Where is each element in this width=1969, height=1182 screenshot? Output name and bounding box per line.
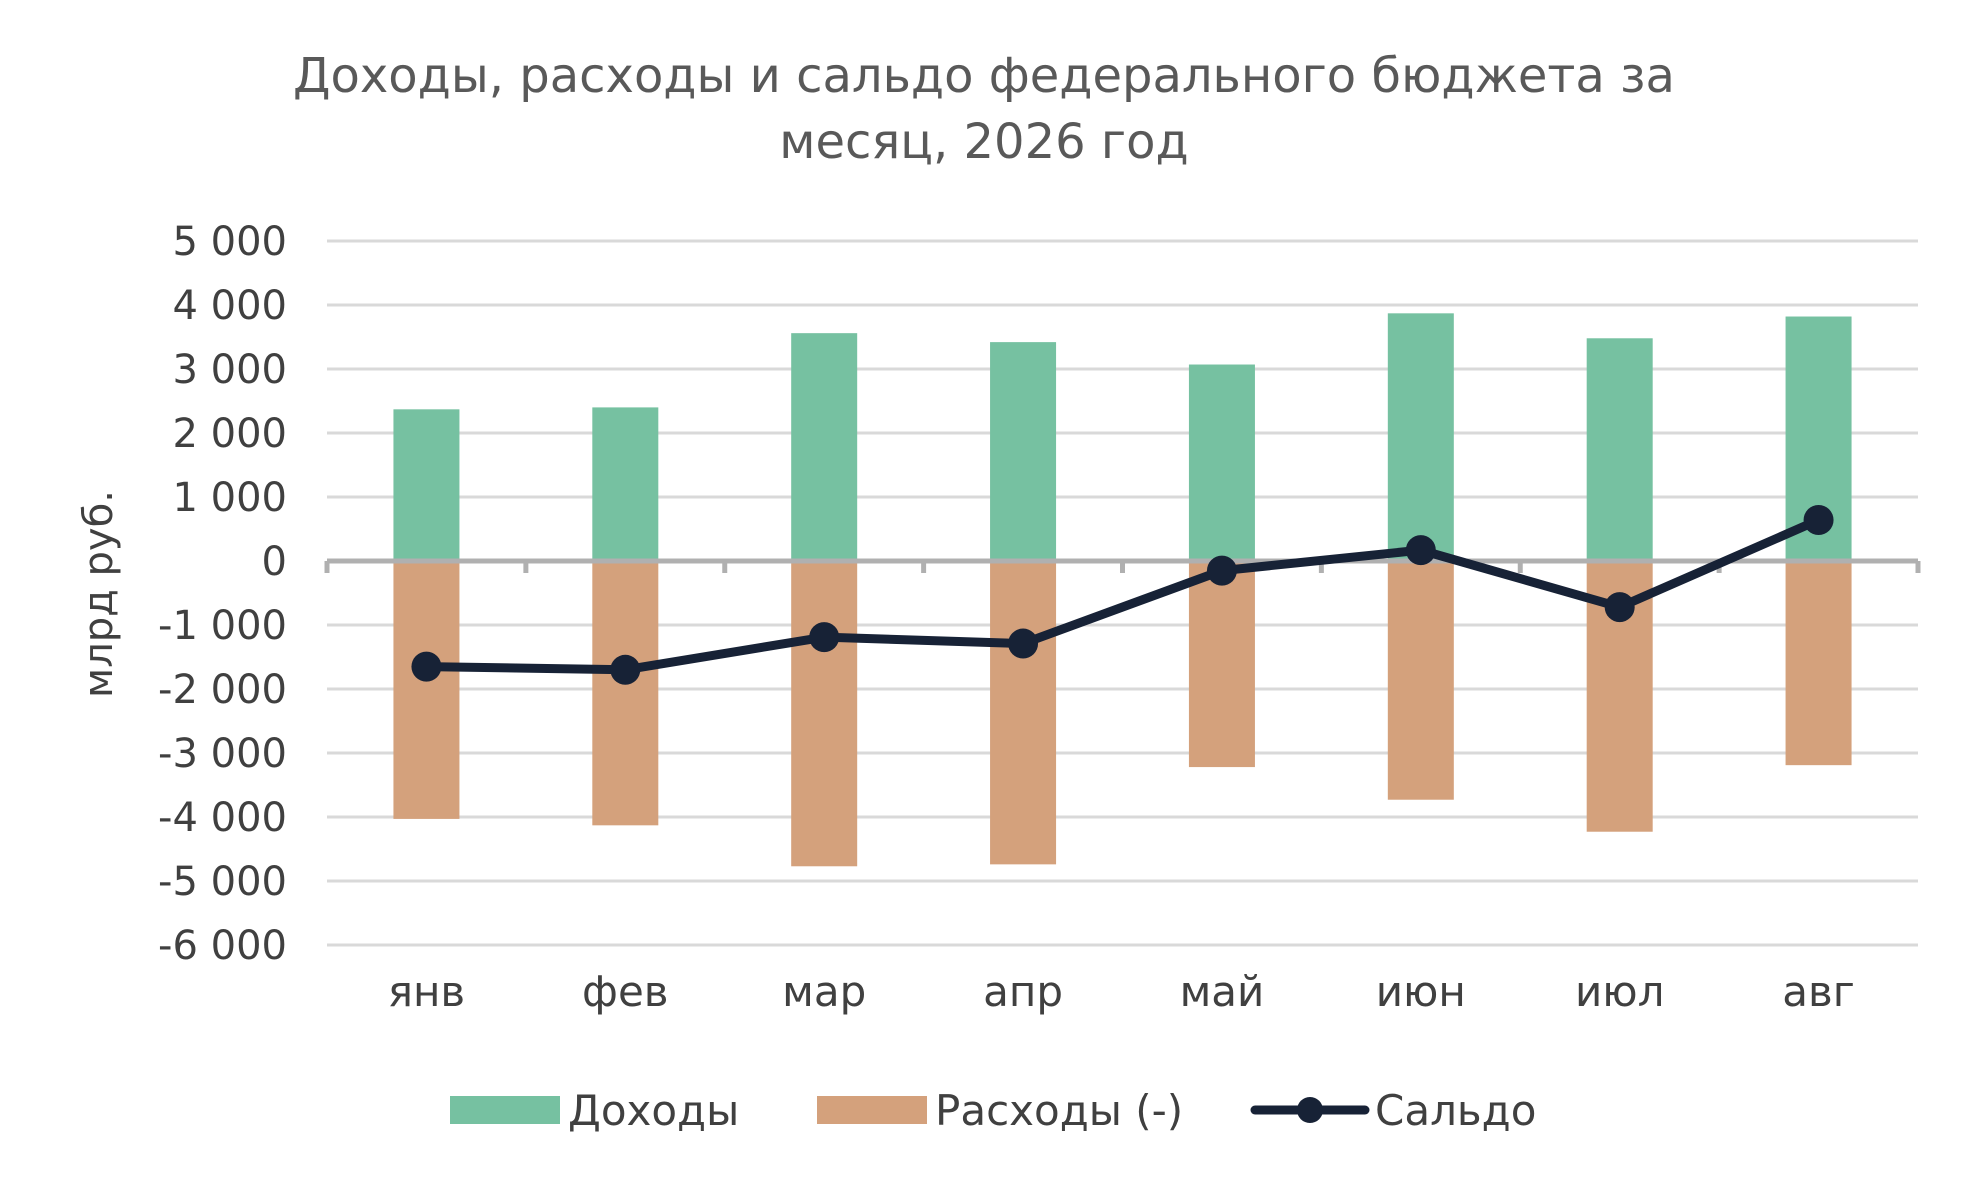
x-tick-label: мар bbox=[782, 967, 866, 1016]
y-tick-label: 4 000 bbox=[172, 283, 287, 329]
saldo-point-6 bbox=[1604, 592, 1635, 623]
chart-title-line-1: Доходы, расходы и сальдо федерального бю… bbox=[293, 48, 1675, 104]
x-tick-label: июл bbox=[1575, 967, 1665, 1016]
gridlines bbox=[327, 239, 1918, 947]
legend-label-1: Расходы (-) bbox=[935, 1086, 1183, 1135]
bar-income-5 bbox=[1387, 313, 1454, 561]
x-axis bbox=[324, 558, 1921, 573]
y-tick-label: -2 000 bbox=[158, 667, 287, 713]
bar-expense-1 bbox=[592, 561, 659, 826]
saldo-line bbox=[411, 505, 1834, 685]
saldo-point-3 bbox=[1008, 628, 1039, 659]
x-tick-labels: янв фев мар апр май июн июл авг bbox=[388, 967, 1855, 1016]
bar-expense-0 bbox=[393, 561, 460, 819]
saldo-point-2 bbox=[809, 622, 840, 653]
chart-title-line-2: месяц, 2026 год bbox=[779, 114, 1188, 170]
bar-income-1 bbox=[592, 407, 659, 561]
x-tick-label: май bbox=[1180, 967, 1265, 1016]
bar-expense-3 bbox=[990, 561, 1057, 865]
bar-expense-2 bbox=[791, 561, 858, 867]
y-tick-label: -4 000 bbox=[158, 795, 287, 841]
bar-income-0 bbox=[393, 409, 460, 561]
saldo-point-5 bbox=[1405, 535, 1436, 566]
saldo-point-7 bbox=[1803, 505, 1834, 536]
bars bbox=[393, 313, 1852, 867]
legend-swatch-1 bbox=[817, 1096, 927, 1124]
saldo-point-4 bbox=[1206, 555, 1237, 586]
legend-label-0: Доходы bbox=[568, 1086, 739, 1135]
y-tick-label: -5 000 bbox=[158, 859, 287, 905]
legend: Доходы Расходы (-) Сальдо bbox=[450, 1086, 1536, 1135]
bar-income-3 bbox=[990, 342, 1057, 561]
x-tick-label: фев bbox=[582, 967, 669, 1016]
y-axis-label: млрд руб. bbox=[76, 490, 122, 698]
bar-income-6 bbox=[1586, 338, 1653, 561]
bar-expense-5 bbox=[1387, 561, 1454, 800]
y-tick-label: -6 000 bbox=[158, 923, 287, 969]
y-tick-labels: 5 000 4 000 3 000 2 000 1 000 0 -1 000 -2 000 -3… bbox=[158, 219, 287, 969]
legend-label-2: Сальдо bbox=[1375, 1086, 1536, 1135]
legend-swatch-0 bbox=[450, 1096, 560, 1124]
chart-title: Доходы, расходы и сальдо федерального бю… bbox=[293, 48, 1675, 170]
y-tick-label: 0 bbox=[262, 539, 287, 585]
legend-marker-2 bbox=[1297, 1097, 1323, 1123]
saldo-point-1 bbox=[610, 654, 641, 685]
y-tick-label: 3 000 bbox=[172, 347, 287, 393]
saldo-line-path bbox=[421, 515, 1824, 675]
y-tick-label: 1 000 bbox=[172, 475, 287, 521]
y-tick-label: 2 000 bbox=[172, 411, 287, 457]
bar-expense-7 bbox=[1785, 561, 1852, 766]
bar-income-4 bbox=[1188, 364, 1255, 561]
y-tick-label: 5 000 bbox=[172, 219, 287, 265]
x-tick-label: июн bbox=[1376, 967, 1466, 1016]
bar-income-2 bbox=[791, 333, 858, 561]
saldo-point-0 bbox=[411, 651, 442, 682]
bar-expense-4 bbox=[1188, 561, 1255, 768]
y-tick-label: -3 000 bbox=[158, 731, 287, 777]
x-tick-label: авг bbox=[1782, 967, 1855, 1016]
x-tick-label: янв bbox=[388, 967, 465, 1016]
y-tick-label: -1 000 bbox=[158, 603, 287, 649]
x-tick-label: апр bbox=[983, 967, 1063, 1016]
